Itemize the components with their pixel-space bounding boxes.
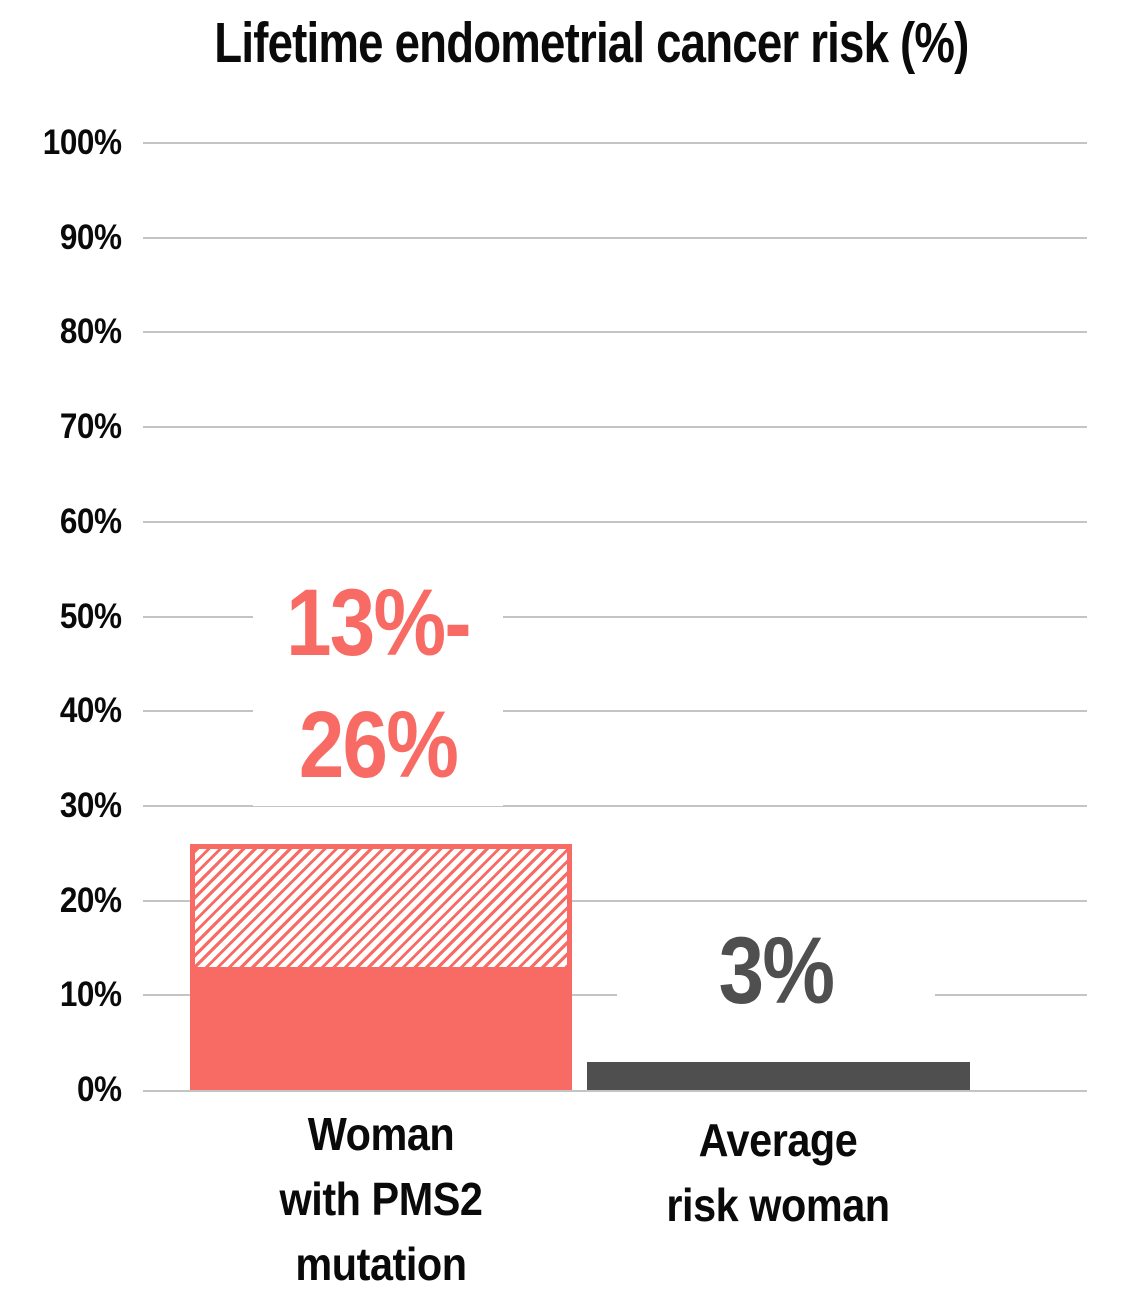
chart-title: Lifetime endometrial cancer risk (%) (116, 4, 1066, 82)
category-average-line2: risk woman (666, 1179, 890, 1231)
ytick-text-90: 90% (60, 217, 122, 257)
chart-title-text: Lifetime endometrial cancer risk (%) (213, 11, 969, 75)
gridline-30 (143, 804, 1087, 807)
value-label-pms2-line2: 26% (298, 692, 459, 798)
ytick-label-70: 70% (0, 403, 122, 451)
ytick-label-60: 60% (0, 498, 122, 546)
value-label-pms2: 13%- 26% (253, 562, 503, 806)
ytick-text-30: 30% (60, 785, 122, 825)
ytick-label-100: 100% (0, 119, 122, 167)
ytick-label-40: 40% (0, 687, 122, 735)
gridline-20 (143, 899, 1087, 902)
category-label-woman-pms2: Woman with PMS2 mutation (181, 1102, 581, 1297)
ytick-text-40: 40% (60, 691, 122, 731)
category-pms2-line1: Woman (307, 1108, 455, 1160)
gridline-0 (143, 1090, 1087, 1092)
ytick-label-10: 10% (0, 971, 122, 1019)
gridline-10 (143, 994, 1087, 997)
value-label-pms2-line1: 13%- (286, 570, 472, 676)
gridline-50 (143, 615, 1087, 618)
ytick-text-50: 50% (60, 596, 122, 636)
ytick-label-30: 30% (0, 782, 122, 830)
ytick-text-20: 20% (60, 880, 122, 920)
ytick-label-0: 0% (0, 1066, 122, 1114)
gridline-60 (143, 520, 1087, 523)
ytick-text-80: 80% (60, 312, 122, 352)
bar-pms2-hatched-segment-13-26 (190, 843, 572, 967)
bar-woman-pms2-mutation (190, 843, 572, 1090)
bar-average-risk-woman (587, 1061, 970, 1090)
gridline-70 (143, 426, 1087, 429)
category-label-average-risk: Average risk woman (578, 1108, 978, 1238)
ytick-label-20: 20% (0, 877, 122, 925)
category-pms2-line3: mutation (295, 1238, 467, 1290)
category-average-line1: Average (698, 1114, 858, 1166)
gridline-80 (143, 331, 1087, 334)
ytick-text-70: 70% (60, 407, 122, 447)
category-pms2-line2: with PMS2 (279, 1173, 483, 1225)
ytick-label-90: 90% (0, 214, 122, 262)
ytick-text-100: 100% (43, 123, 122, 162)
gridline-90 (143, 236, 1087, 239)
gridline-100 (143, 142, 1087, 144)
ytick-label-50: 50% (0, 593, 122, 641)
ytick-text-60: 60% (60, 501, 122, 541)
ytick-label-80: 80% (0, 308, 122, 356)
bar-pms2-solid-segment-0-13 (190, 966, 572, 1090)
value-label-average-risk: 3% (617, 918, 935, 1024)
ytick-text-0: 0% (77, 1070, 122, 1109)
gridline-40 (143, 710, 1087, 713)
ytick-text-10: 10% (60, 975, 122, 1015)
value-label-average-risk-text: 3% (718, 918, 835, 1024)
